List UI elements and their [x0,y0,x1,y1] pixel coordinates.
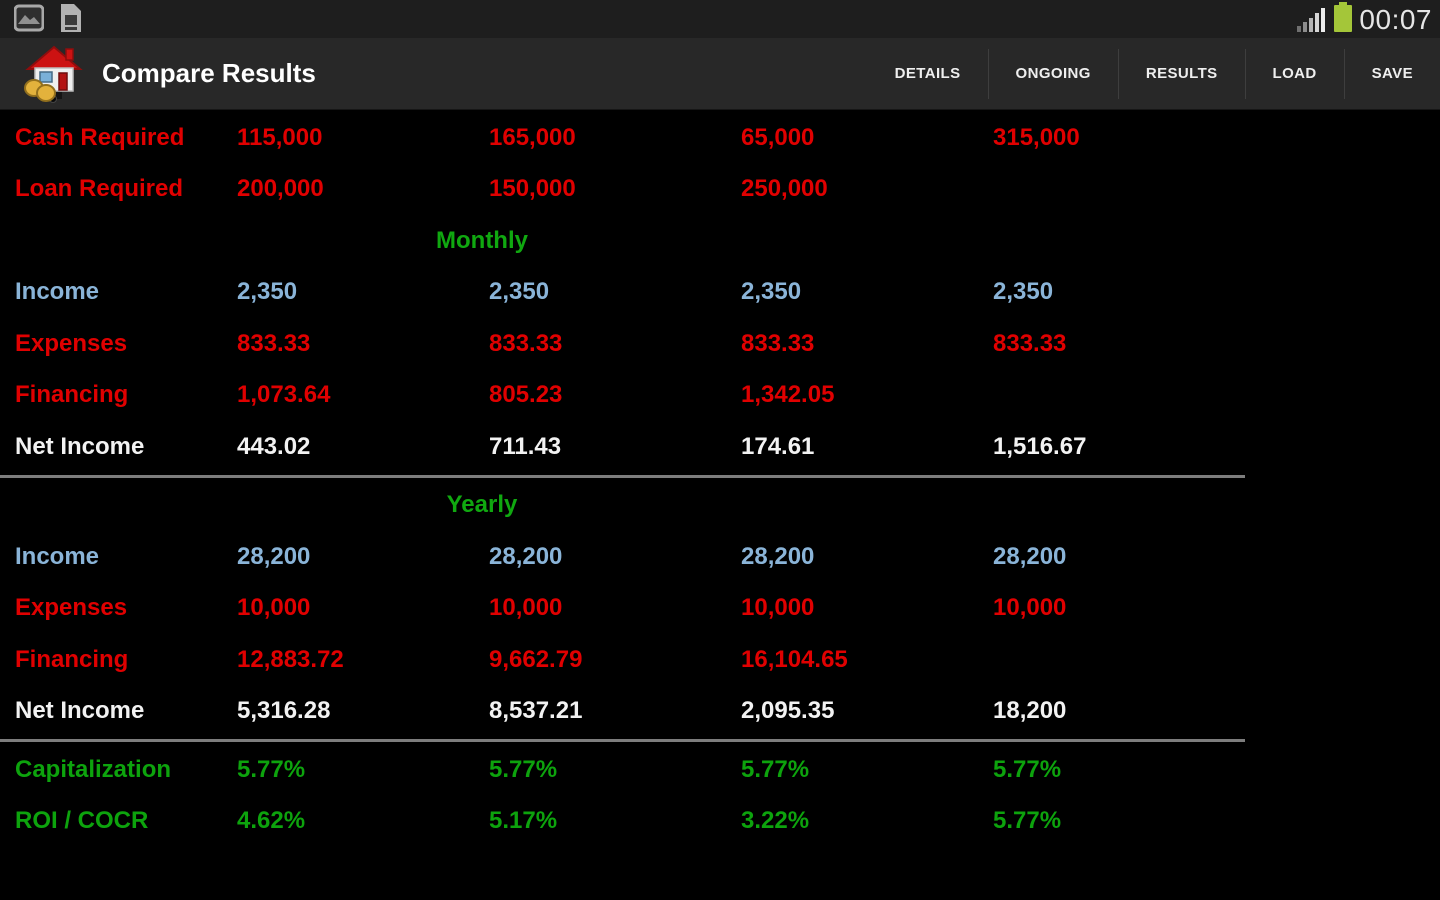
table-row-monthly-expenses: Expenses 833.33 833.33 833.33 833.33 [0,318,1440,370]
gallery-icon [13,4,45,37]
property-3-value: 3.22% [741,807,810,835]
property-1-value: 200,000 [237,175,324,203]
row-label: Cash Required [15,123,185,151]
property-3-value: 5.77% [741,755,810,783]
battery-icon [1333,1,1353,37]
ongoing-button[interactable]: ONGOING [1015,65,1091,82]
section-separator [0,739,1245,742]
property-2-value: 833.33 [489,329,563,357]
section-title: Monthly [436,226,528,254]
row-label: ROI / COCR [15,807,149,835]
section-title: Yearly [446,491,518,519]
property-1-value: 833.33 [237,329,311,357]
property-1-value: 28,200 [237,542,311,570]
property-3-value: 1,342.05 [741,381,835,409]
yearly-section-header: Yearly [0,480,1440,532]
section-separator [0,474,1245,478]
row-label: Financing [15,645,129,673]
property-1-value: 2,350 [237,278,298,306]
row-label: Expenses [15,594,128,622]
save-button[interactable]: SAVE [1371,65,1413,82]
property-3-value: 2,095.35 [741,697,835,725]
property-2-value: 10,000 [489,594,563,622]
table-row-loan-required: Loan Required 200,000 150,000 250,000 [0,164,1440,216]
property-1-value: 4.62% [237,807,306,835]
table-row-monthly-net-income: Net Income 443.02 711.43 174.61 1,516.67 [0,421,1440,473]
table-row-cash-required: Cash Required 115,000 165,000 65,000 315… [0,112,1440,164]
row-label: Net Income [15,432,145,460]
menu-divider [1343,48,1345,99]
property-3-value: 833.33 [741,329,815,357]
table-row-yearly-income: Income 28,200 28,200 28,200 28,200 [0,531,1440,583]
row-label: Net Income [15,697,145,725]
property-4-value: 10,000 [993,594,1067,622]
property-3-value: 16,104.65 [741,645,848,673]
row-label: Loan Required [15,175,184,203]
property-1-value: 5.77% [237,755,306,783]
property-2-value: 2,350 [489,278,550,306]
action-bar: Compare Results DETAILS ONGOING RESULTS … [0,38,1440,110]
load-button[interactable]: LOAD [1272,65,1317,82]
property-3-value: 28,200 [741,542,815,570]
property-1-value: 12,883.72 [237,645,344,673]
property-4-value: 833.33 [993,329,1067,357]
property-3-value: 10,000 [741,594,815,622]
table-row-monthly-income: Income 2,350 2,350 2,350 2,350 [0,267,1440,319]
property-2-value: 165,000 [489,123,576,151]
monthly-section-header: Monthly [0,215,1440,267]
property-4-value: 5.77% [993,755,1062,783]
house-coins-app-icon[interactable] [22,39,86,108]
property-2-value: 9,662.79 [489,645,583,673]
property-1-value: 1,073.64 [237,381,331,409]
property-1-value: 443.02 [237,432,311,460]
clock: 00:07 [1359,3,1432,35]
menu-divider [987,48,989,99]
property-3-value: 250,000 [741,175,828,203]
property-1-value: 115,000 [237,123,323,151]
table-row-yearly-net-income: Net Income 5,316.28 8,537.21 2,095.35 18… [0,686,1440,738]
action-bar-menu: DETAILS ONGOING RESULTS LOAD SAVE [868,38,1440,109]
property-2-value: 5.77% [489,755,558,783]
property-2-value: 5.17% [489,807,558,835]
property-2-value: 150,000 [489,175,576,203]
menu-divider [1244,48,1246,99]
results-button[interactable]: RESULTS [1145,65,1218,82]
property-3-value: 2,350 [741,278,802,306]
property-4-value: 18,200 [993,697,1067,725]
signal-icon [1297,6,1327,37]
property-1-value: 10,000 [237,594,311,622]
property-2-value: 28,200 [489,542,563,570]
property-4-value: 1,516.67 [993,432,1087,460]
property-3-value: 65,000 [741,123,815,151]
property-4-value: 315,000 [993,123,1080,151]
compare-results-table: Cash Required 115,000 165,000 65,000 315… [0,110,1440,900]
table-row-capitalization: Capitalization 5.77% 5.77% 5.77% 5.77% [0,744,1440,796]
property-4-value: 5.77% [993,807,1062,835]
table-row-yearly-financing: Financing 12,883.72 9,662.79 16,104.65 [0,634,1440,686]
property-4-value: 28,200 [993,542,1067,570]
property-4-value: 2,350 [993,278,1054,306]
property-3-value: 174.61 [741,432,815,460]
title-group: Compare Results [0,39,316,108]
status-bar: 00:07 [0,0,1440,38]
notification-icons [13,1,84,38]
row-label: Income [15,278,100,306]
row-label: Income [15,542,100,570]
menu-divider [1117,48,1119,99]
table-row-monthly-financing: Financing 1,073.64 805.23 1,342.05 [0,370,1440,422]
row-label: Capitalization [15,755,172,783]
property-1-value: 5,316.28 [237,697,331,725]
page-title: Compare Results [102,58,316,88]
sd-card-icon [58,3,84,38]
property-2-value: 8,537.21 [489,697,583,725]
table-row-roi-cocr: ROI / COCR 4.62% 5.17% 3.22% 5.77% [0,796,1440,848]
system-status: 00:07 [1297,1,1432,37]
property-2-value: 805.23 [489,381,563,409]
table-row-yearly-expenses: Expenses 10,000 10,000 10,000 10,000 [0,583,1440,635]
row-label: Financing [15,381,129,409]
property-2-value: 711.43 [489,432,562,460]
row-label: Expenses [15,329,128,357]
details-button[interactable]: DETAILS [894,65,961,82]
